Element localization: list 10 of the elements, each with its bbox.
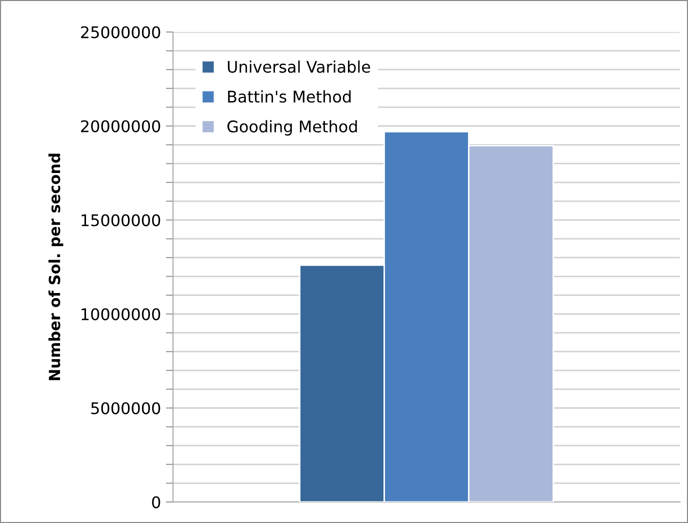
legend-label: Universal Variable — [228, 60, 370, 73]
y-tick-label: 10000000 — [82, 308, 160, 320]
y-tick-label: 15000000 — [82, 214, 160, 226]
legend-label: Battin's Method — [228, 90, 351, 103]
y-tick-label: 20000000 — [81, 120, 160, 132]
y-axis-title: Number of Sol. per second — [48, 154, 64, 380]
y-tick-label: 25000000 — [81, 26, 160, 38]
y-tick-label: 5000000 — [91, 402, 160, 414]
legend-label: Gooding Method — [227, 120, 357, 136]
y-tick-label: 0 — [152, 496, 160, 508]
